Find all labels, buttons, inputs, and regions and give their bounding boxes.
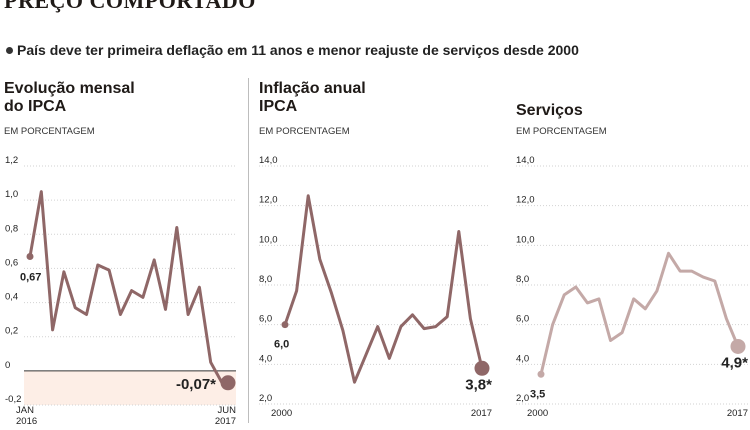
services-start-value-label: 3,5: [530, 388, 545, 400]
monthly-end-point: [220, 375, 236, 391]
monthly-start-point: [26, 252, 34, 260]
annual-title-line2: IPCA: [259, 98, 298, 115]
annual-ytick-label: 8,0: [259, 274, 272, 285]
monthly-ytick-label: 0,6: [5, 257, 18, 268]
monthly-ytick-label: 0,8: [5, 223, 18, 234]
services-ytick-label: 6,0: [516, 314, 529, 325]
annual-panel-title: Inflação anual IPCA: [259, 80, 366, 116]
services-end-value-label: 4,9*: [721, 354, 748, 371]
services-x-end-label: 2017: [727, 408, 748, 419]
monthly-unit-label: EM PORCENTAGEM: [4, 126, 95, 137]
monthly-title-line1: Evolução mensal: [4, 80, 135, 97]
annual-x-start-label: 2000: [271, 408, 292, 419]
monthly-series-line: [28, 190, 224, 385]
annual-ytick-label: 6,0: [259, 314, 272, 325]
annual-ytick-label: 12,0: [259, 195, 278, 206]
services-unit-label: EM PORCENTAGEM: [516, 126, 607, 137]
subtitle-text: País deve ter primeira deflação em 11 an…: [17, 42, 579, 58]
services-ytick-label: 4,0: [516, 353, 529, 364]
monthly-negative-area: [24, 370, 236, 405]
monthly-ytick-label: 0,4: [5, 292, 18, 303]
annual-start-value-label: 6,0: [274, 339, 289, 351]
monthly-ytick-label: 0,2: [5, 326, 18, 337]
services-ytick-label: 14,0: [516, 155, 535, 166]
annual-ytick-label: 14,0: [259, 155, 278, 166]
monthly-ytick-label: 1,0: [5, 189, 18, 200]
services-ytick-label: 8,0: [516, 274, 529, 285]
services-panel-title: Serviços: [516, 102, 583, 119]
annual-title-line1: Inflação anual: [259, 80, 366, 97]
services-ytick-label: 2,0: [516, 393, 529, 404]
annual-start-point: [281, 321, 289, 329]
annual-ytick-label: 2,0: [259, 393, 272, 404]
annual-x-end-label: 2017: [471, 408, 492, 419]
annual-end-value-label: 3,8*: [465, 376, 492, 393]
monthly-x-start-year: 2016: [16, 416, 37, 427]
bullet-icon: [6, 47, 13, 54]
monthly-title-line2: do IPCA: [4, 98, 67, 115]
services-ytick-label: 12,0: [516, 195, 535, 206]
annual-ytick-label: 10,0: [259, 234, 278, 245]
monthly-start-value-label: 0,67: [20, 271, 41, 283]
annual-series-line: [283, 194, 484, 384]
monthly-end-value-label: -0,07*: [176, 376, 216, 393]
services-ytick-label: 10,0: [516, 234, 535, 245]
monthly-x-end-year: 2017: [215, 416, 236, 427]
annual-unit-label: EM PORCENTAGEM: [259, 126, 350, 137]
monthly-x-start-label: JAN: [16, 405, 34, 416]
monthly-ytick-label: 0: [5, 360, 10, 371]
page-header-title: PREÇO COMPORTADO: [4, 0, 256, 13]
annual-ytick-label: 4,0: [259, 353, 272, 364]
services-series-line: [539, 251, 740, 376]
services-end-point: [730, 338, 746, 354]
monthly-ytick-label: 1,2: [5, 155, 18, 166]
services-start-point: [537, 370, 545, 378]
annual-end-point: [474, 360, 490, 376]
panel-divider: [248, 78, 249, 423]
subtitle: País deve ter primeira deflação em 11 an…: [6, 42, 579, 58]
monthly-ytick-label: -0,2: [5, 394, 21, 405]
monthly-x-end-label: JUN: [218, 405, 237, 416]
services-x-start-label: 2000: [527, 408, 548, 419]
monthly-panel-title: Evolução mensal do IPCA: [4, 80, 135, 116]
